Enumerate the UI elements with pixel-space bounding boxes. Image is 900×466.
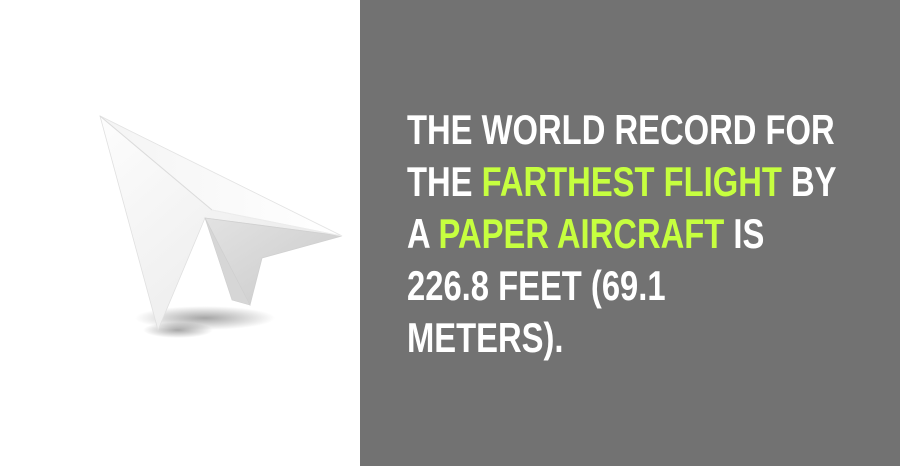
fact-line-2: THE FARTHEST FLIGHT BY [407, 156, 837, 208]
fact-line-2-suffix: BY [781, 158, 837, 205]
fact-line-4: 226.8 FEET (69.1 [407, 262, 666, 309]
fact-line-3-prefix: A [407, 210, 439, 257]
fact-line-2-prefix: THE [407, 158, 482, 205]
illustration-panel [0, 0, 360, 466]
paper-plane-icon [99, 115, 343, 338]
fact-text: THE WORLD RECORD FOR THE FARTHEST FLIGHT… [407, 104, 837, 364]
highlight-farthest-flight: FARTHEST FLIGHT [481, 158, 782, 205]
fact-line-3-suffix: IS [724, 210, 765, 257]
highlight-paper-aircraft: PAPER AIRCRAFT [438, 210, 725, 257]
fact-panel: THE WORLD RECORD FOR THE FARTHEST FLIGHT… [360, 0, 900, 466]
fact-line-3: A PAPER AIRCRAFT IS [407, 208, 774, 260]
fact-line-1: THE WORLD RECORD FOR [407, 106, 835, 153]
fact-line-5: METERS). [407, 314, 564, 361]
